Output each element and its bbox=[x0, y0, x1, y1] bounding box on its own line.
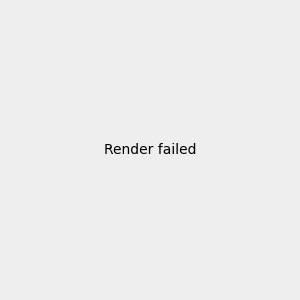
Text: Render failed: Render failed bbox=[104, 143, 196, 157]
